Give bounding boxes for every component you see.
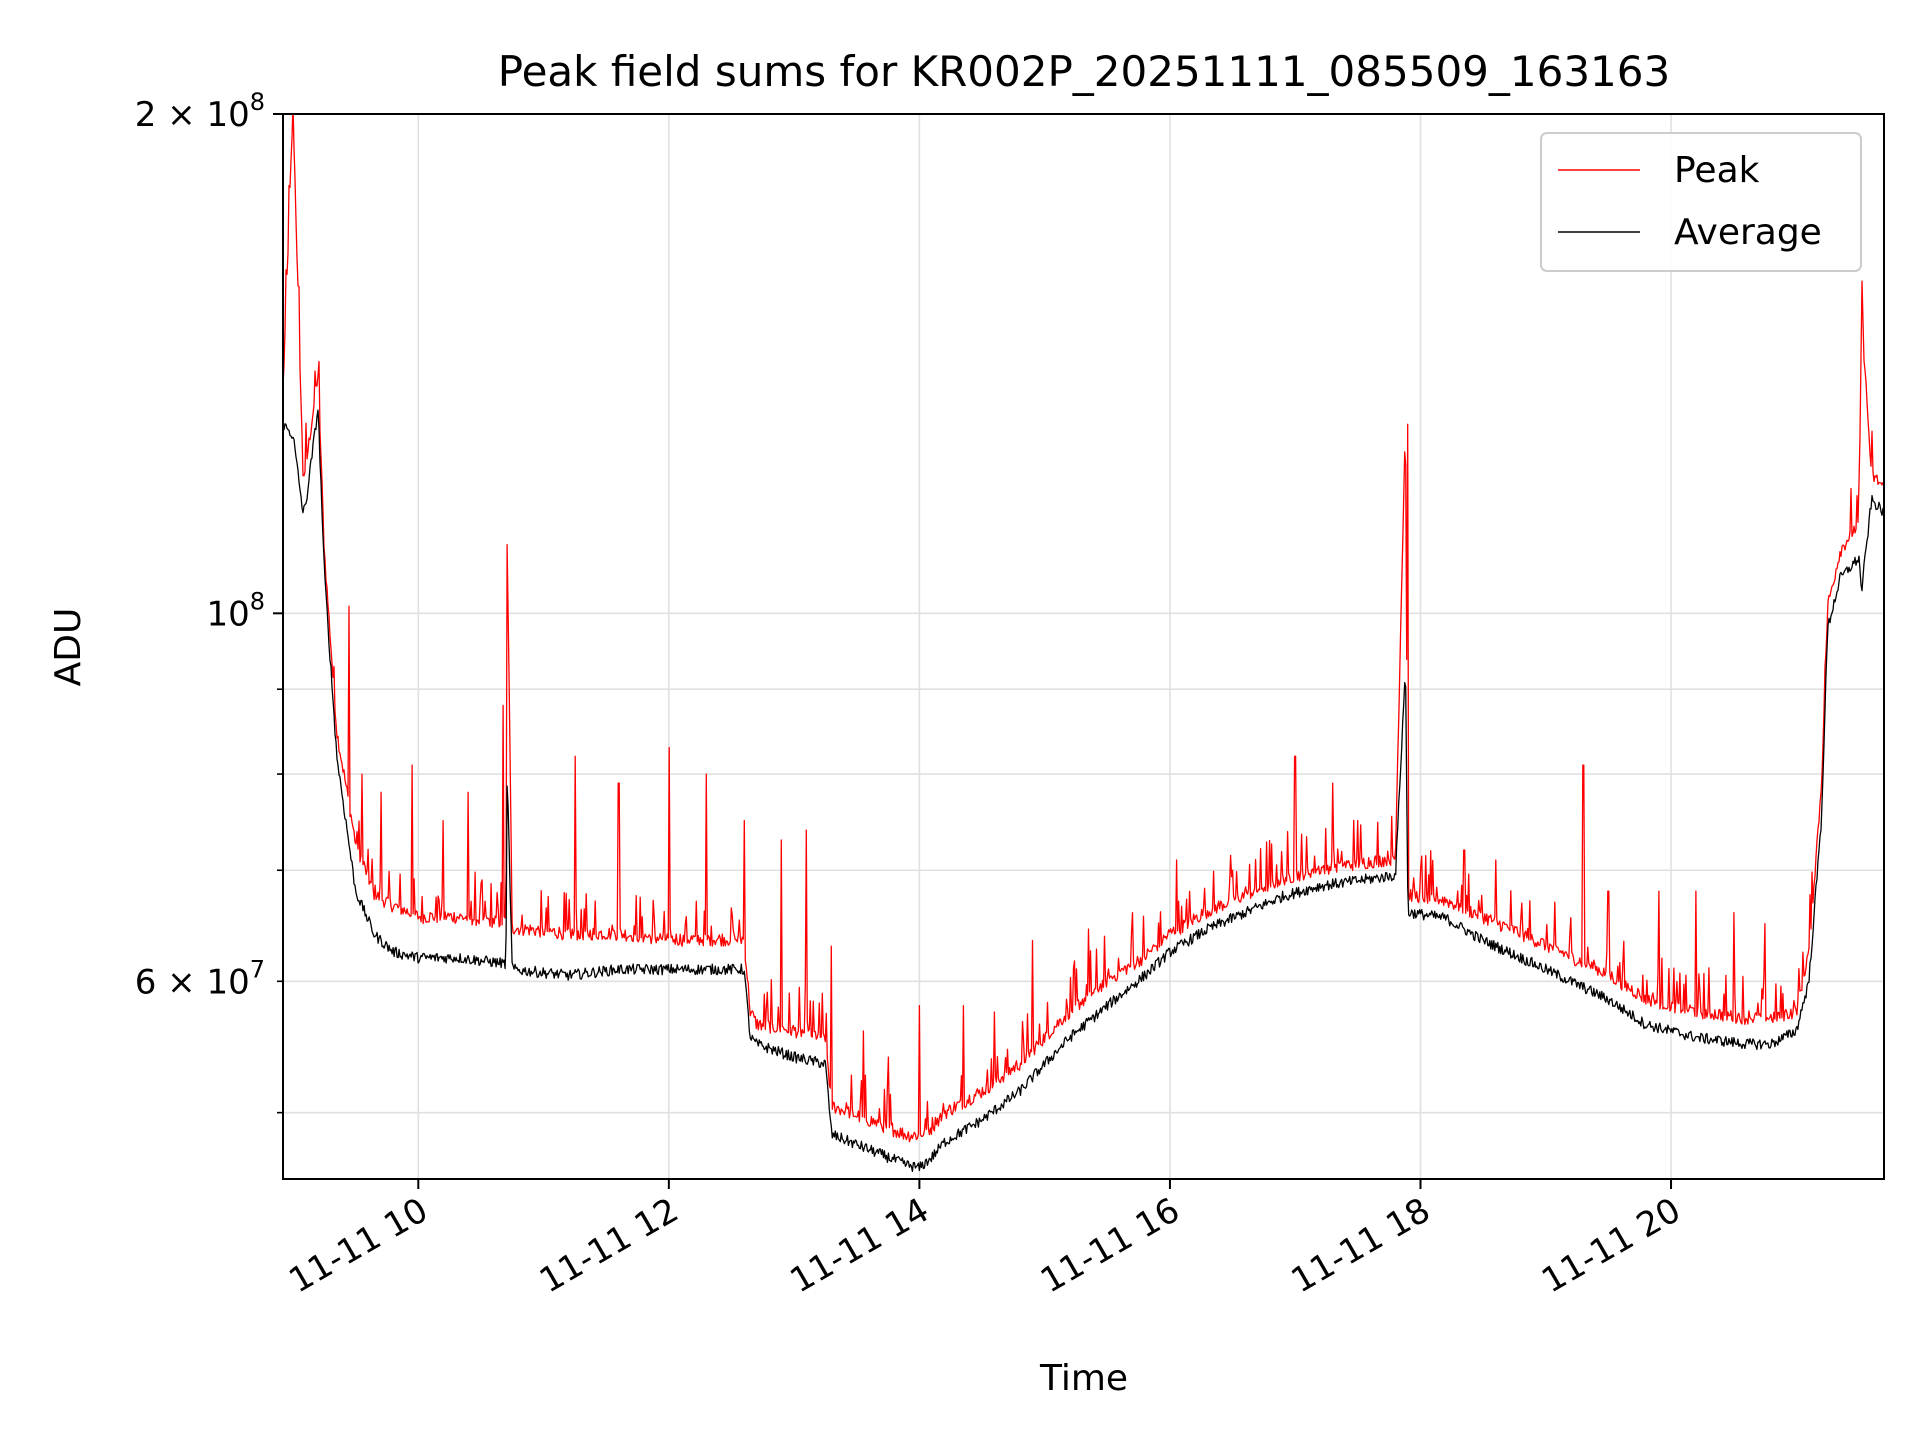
series-line-peak	[283, 114, 1884, 1143]
legend-label-average: Average	[1674, 212, 1822, 253]
plot-frame	[282, 113, 1885, 1180]
y-tick-label: 2 × 108	[135, 88, 265, 135]
legend-label-peak: Peak	[1674, 150, 1760, 191]
series-layer	[283, 114, 1884, 1173]
y-tick-label: 108	[206, 587, 265, 634]
y-axis: 108 2 × 108 6 × 107	[135, 88, 283, 1114]
series-line-average	[283, 409, 1884, 1173]
legend: Peak Average	[1540, 132, 1862, 272]
y-axis-label: ADU	[48, 608, 89, 687]
legend-box	[1540, 132, 1862, 272]
y-minor-tick-label: 6 × 107	[135, 955, 265, 1002]
x-axis-label: Time	[1039, 1358, 1128, 1399]
chart-title: Peak field sums for KR002P_20251111_0855…	[498, 47, 1670, 96]
